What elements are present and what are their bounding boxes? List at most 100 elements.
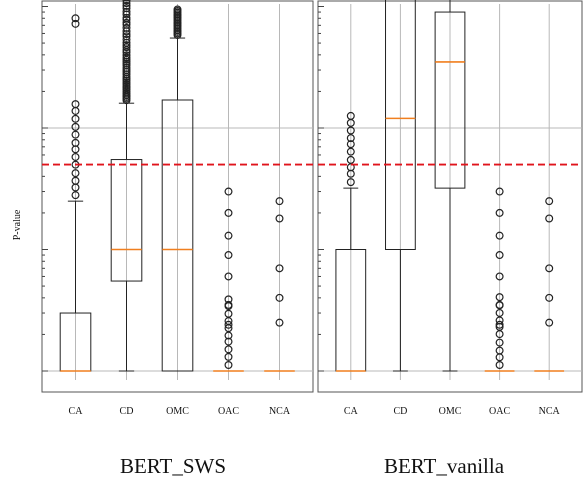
flier-point: [122, 0, 131, 5]
flier-point: [224, 251, 233, 260]
fliers: [275, 197, 284, 327]
box-nca: [264, 197, 295, 372]
panel-title: BERT_SWS: [120, 454, 226, 478]
flier-point: [495, 316, 504, 325]
x-tick-label: OAC: [489, 406, 510, 417]
flier-point: [275, 264, 284, 273]
box-ca: [59, 14, 92, 372]
box-iqr: [434, 11, 466, 189]
box-oac: [484, 187, 515, 372]
flier-point: [122, 53, 131, 62]
box-omc: [434, 0, 466, 372]
flier-point: [224, 352, 233, 361]
x-tick-label: CA: [69, 406, 84, 417]
flier-point: [224, 320, 233, 329]
flier-point: [545, 197, 554, 206]
flier-point: [122, 1, 131, 10]
flier-point: [275, 318, 284, 327]
flier-point: [71, 191, 80, 200]
flier-point: [224, 295, 233, 304]
box-iqr: [110, 159, 143, 282]
flier-point: [224, 272, 233, 281]
flier-point: [71, 176, 80, 185]
box-oac: [213, 187, 244, 372]
flier-point: [71, 19, 80, 28]
box-iqr: [385, 0, 416, 250]
flier-point: [122, 0, 131, 8]
box-iqr: [161, 99, 194, 372]
flier-point: [122, 51, 131, 60]
fliers: [346, 111, 355, 187]
flier-point: [346, 111, 355, 120]
flier-point: [71, 100, 80, 109]
flier-point: [495, 251, 504, 260]
flier-point: [275, 214, 284, 223]
flier-point: [545, 264, 554, 273]
x-tick-label: CA: [344, 406, 359, 417]
x-tick-label: OMC: [439, 406, 462, 417]
panel-frame: [41, 0, 314, 393]
x-tick-label: NCA: [269, 406, 291, 417]
flier-point: [224, 309, 233, 318]
flier-point: [224, 187, 233, 196]
flier-point: [346, 126, 355, 135]
flier-point: [122, 4, 131, 13]
flier-point: [71, 122, 80, 131]
flier-point: [495, 361, 504, 370]
panel-title: BERT_vanilla: [384, 454, 505, 478]
flier-point: [495, 346, 504, 355]
box-cd: [385, 0, 416, 372]
flier-point: [71, 114, 80, 123]
flier-point: [224, 337, 233, 346]
flier-point: [545, 293, 554, 302]
flier-point: [495, 293, 504, 302]
fliers: [173, 5, 182, 40]
fliers: [122, 0, 131, 105]
flier-point: [224, 345, 233, 354]
flier-point: [224, 361, 233, 370]
panel-bert-sws: CA CD OMC OAC NCA BERT_SWS: [41, 0, 314, 478]
flier-point: [224, 300, 233, 309]
flier-point: [346, 147, 355, 156]
flier-point: [275, 197, 284, 206]
fliers: [224, 187, 233, 370]
y-axis-label: P-value: [12, 209, 23, 240]
flier-point: [275, 293, 284, 302]
flier-point: [71, 169, 80, 178]
flier-point: [173, 5, 182, 14]
x-tick-label: OMC: [166, 406, 189, 417]
fliers: [495, 187, 504, 370]
flier-point: [346, 178, 355, 187]
x-tick-label: CD: [120, 406, 134, 417]
flier-point: [545, 214, 554, 223]
flier-point: [122, 41, 131, 50]
x-tick-label: NCA: [539, 406, 561, 417]
flier-point: [346, 140, 355, 149]
flier-point: [122, 55, 131, 64]
flier-point: [495, 187, 504, 196]
flier-point: [224, 208, 233, 217]
flier-point: [122, 18, 131, 27]
flier-point: [495, 231, 504, 240]
flier-point: [495, 308, 504, 317]
box-omc: [161, 5, 194, 372]
flier-point: [224, 231, 233, 240]
flier-point: [123, 0, 130, 2]
fliers: [71, 14, 80, 200]
flier-point: [346, 155, 355, 164]
flier-point: [71, 14, 80, 23]
flier-point: [122, 63, 131, 72]
flier-point: [346, 134, 355, 143]
flier-point: [122, 35, 131, 44]
fliers: [545, 197, 554, 327]
flier-point: [495, 320, 504, 329]
flier-point: [495, 338, 504, 347]
x-tick-label: CD: [393, 406, 407, 417]
flier-point: [122, 23, 131, 32]
flier-point: [71, 138, 80, 147]
flier-point: [71, 130, 80, 139]
flier-point: [495, 208, 504, 217]
flier-point: [122, 32, 131, 41]
flier-point: [122, 13, 131, 22]
